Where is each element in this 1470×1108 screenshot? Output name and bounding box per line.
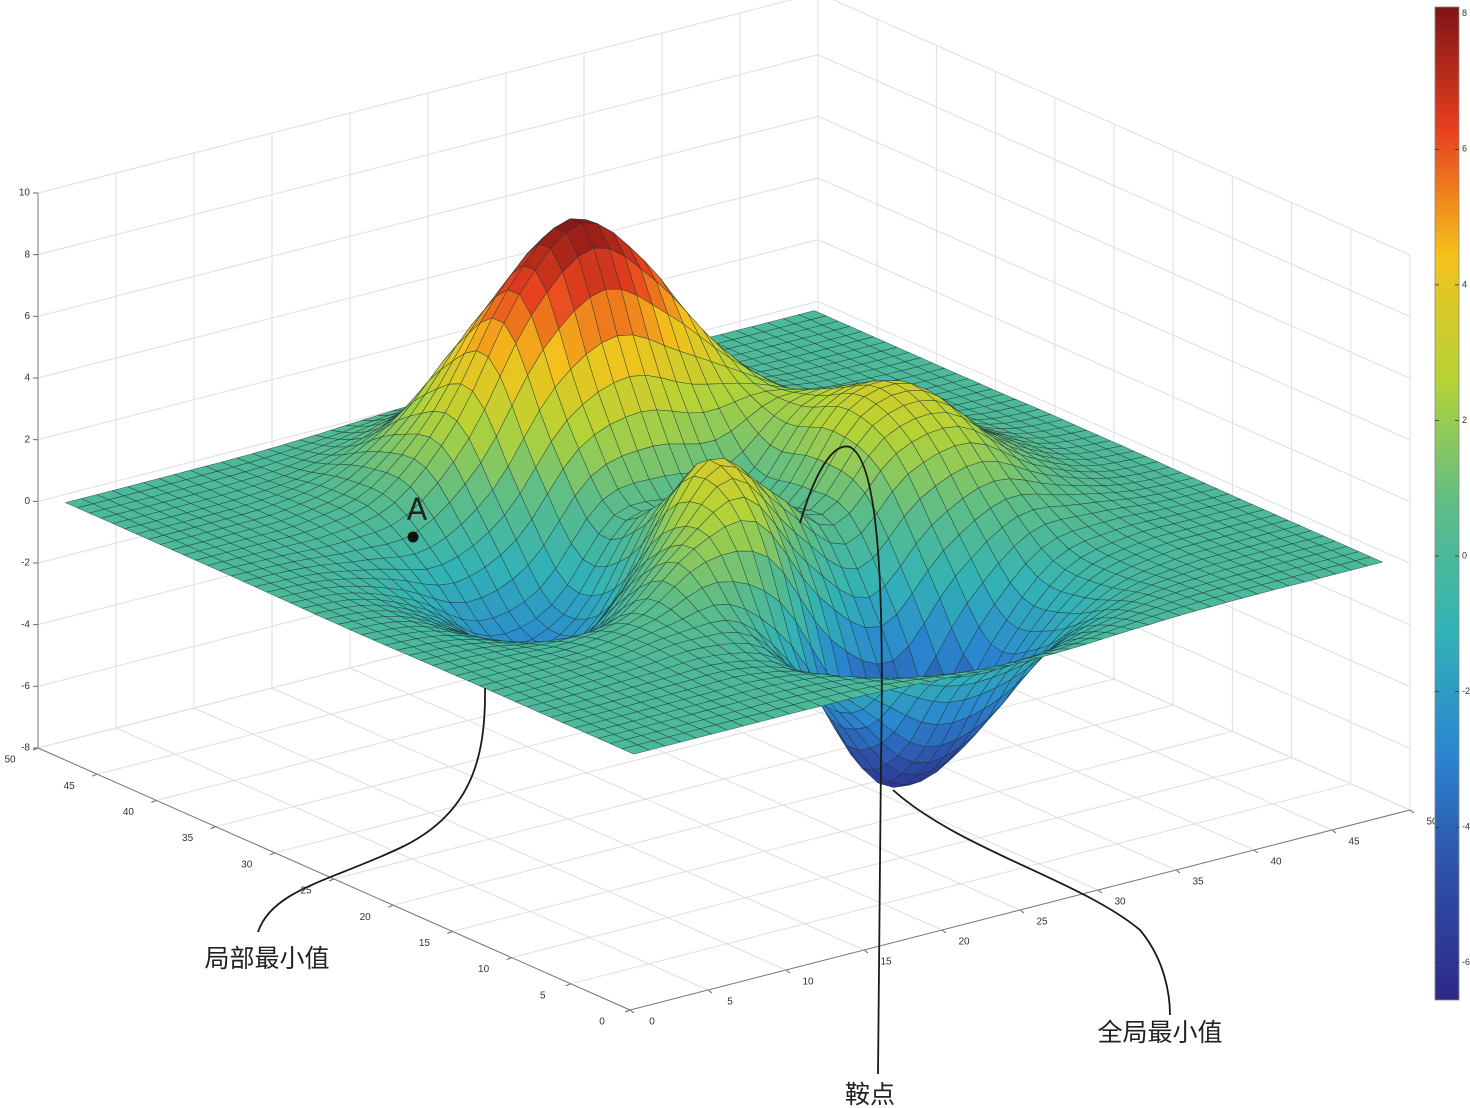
z-tick-label: 2 (24, 434, 30, 445)
y-tick-label: 0 (599, 1017, 605, 1028)
tick-mark (941, 929, 947, 934)
colorbar-tick-label: 0 (1462, 550, 1467, 560)
tick-mark (151, 799, 157, 803)
colorbar-tick-label: 6 (1462, 144, 1467, 154)
colorbar-tick-label: -6 (1462, 957, 1470, 967)
colorbar-scale (1434, 6, 1460, 1001)
tick-mark (1175, 869, 1181, 874)
z-tick-label: -8 (21, 743, 30, 754)
tick-mark (863, 949, 869, 954)
x-tick-label: 30 (1114, 897, 1126, 908)
grid-line (393, 704, 1174, 906)
tick-mark (1331, 829, 1337, 834)
x-tick-label: 15 (880, 957, 892, 968)
tick-mark (1253, 849, 1259, 854)
tick-mark (1409, 809, 1415, 814)
colorbar-tick-label: -2 (1462, 686, 1470, 696)
grid-line (37, 54, 819, 256)
surface-patch (621, 744, 650, 755)
tick-mark (624, 1009, 631, 1013)
tick-mark (785, 969, 791, 974)
leader-line (799, 445, 883, 1075)
y-tick-label: 40 (123, 807, 135, 818)
annotation-label: 鞍点 (845, 1080, 895, 1108)
x-tick-label: 0 (649, 1017, 655, 1028)
tick-mark (269, 852, 275, 856)
grid-line (817, 239, 1411, 503)
y-tick-label: 25 (300, 886, 312, 897)
z-tick-label: 4 (24, 373, 30, 384)
z-tick-label: -4 (21, 619, 30, 630)
y-tick-label: 45 (64, 781, 76, 792)
y-tick-label: 15 (419, 938, 431, 949)
grid-line (511, 757, 1292, 959)
axis-line (629, 809, 1411, 1011)
grid-line (817, 177, 1411, 441)
colorbar-tick-label: -4 (1462, 822, 1470, 832)
grid-line (832, 0, 1411, 256)
y-tick-label: 5 (540, 990, 546, 1001)
colorbar-tick-label: 2 (1462, 415, 1467, 425)
grid-line (37, 177, 819, 379)
annotation-label: 局部最小值 (204, 944, 329, 973)
x-tick-label: 35 (1192, 877, 1204, 888)
annotation-label: A (407, 493, 428, 528)
grid-line (452, 730, 1233, 932)
point-a (407, 531, 419, 543)
tick-mark (1097, 889, 1103, 894)
z-tick-label: 6 (24, 311, 30, 322)
y-tick-label: 35 (182, 833, 194, 844)
tick-mark (707, 989, 713, 994)
leader-line (892, 789, 1171, 1016)
y-tick-label: 20 (360, 912, 372, 923)
grid-line (817, 54, 1411, 318)
tick-mark (447, 930, 453, 934)
grid-line (570, 783, 1351, 985)
grid-line (37, 115, 819, 317)
z-tick-label: -2 (21, 558, 30, 569)
tick-mark (328, 878, 335, 882)
surface (65, 218, 1383, 788)
tick-mark (565, 983, 571, 987)
z-tick-label: 0 (24, 496, 30, 507)
tick-mark (1019, 909, 1025, 914)
tick-mark (92, 773, 98, 777)
tick-mark (629, 1009, 635, 1014)
y-tick-label: 10 (478, 964, 490, 975)
y-tick-label: 30 (241, 859, 253, 870)
axis-line (37, 747, 631, 1011)
annotations: A 局部最小值 鞍点 全局最小值 (204, 445, 1223, 1108)
x-tick-label: 20 (958, 937, 970, 948)
tick-mark (210, 826, 216, 830)
grid-line (817, 115, 1411, 379)
tick-mark (506, 957, 512, 961)
colorbar: -6 -4 -2 0 2 4 6 8 (1434, 6, 1470, 1001)
x-tick-label: 10 (802, 977, 814, 988)
z-tick-label: -6 (21, 681, 30, 692)
colorbar-tick-label: 4 (1462, 279, 1467, 289)
grid-line (37, 0, 793, 194)
x-tick-label: 5 (727, 997, 733, 1008)
tick-mark (388, 904, 394, 908)
grid-line (817, 300, 1411, 564)
x-tick-label: 45 (1348, 837, 1360, 848)
colorbar-tick-label: 8 (1462, 8, 1467, 18)
x-tick-label: 25 (1036, 917, 1048, 928)
annotation-label: 全局最小值 (1097, 1018, 1222, 1047)
x-tick-label: 40 (1270, 857, 1282, 868)
z-tick-label: 8 (24, 249, 30, 260)
x-tick-label: 50 (1426, 817, 1438, 828)
y-tick-label: 50 (4, 755, 16, 766)
grid-line (37, 239, 819, 441)
leader-line (257, 687, 486, 933)
z-tick-label: 10 (19, 188, 31, 199)
